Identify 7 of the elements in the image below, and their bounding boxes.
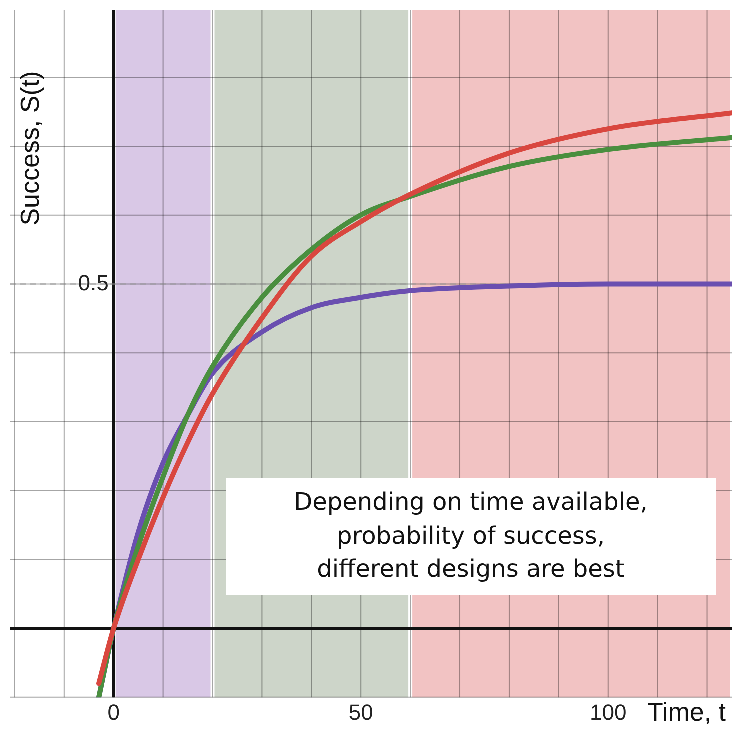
y-axis-title: Success, S(t): [14, 70, 46, 226]
x-tick-label: 50: [348, 700, 374, 725]
annotation: 0.5: [78, 270, 109, 296]
text-box: Depending on time available, probability of success, different designs are best: [226, 478, 716, 595]
x-tick-label: 100: [590, 700, 627, 725]
x-tick-label: 0: [108, 700, 120, 725]
x-axis-title: Time, t: [648, 697, 726, 728]
